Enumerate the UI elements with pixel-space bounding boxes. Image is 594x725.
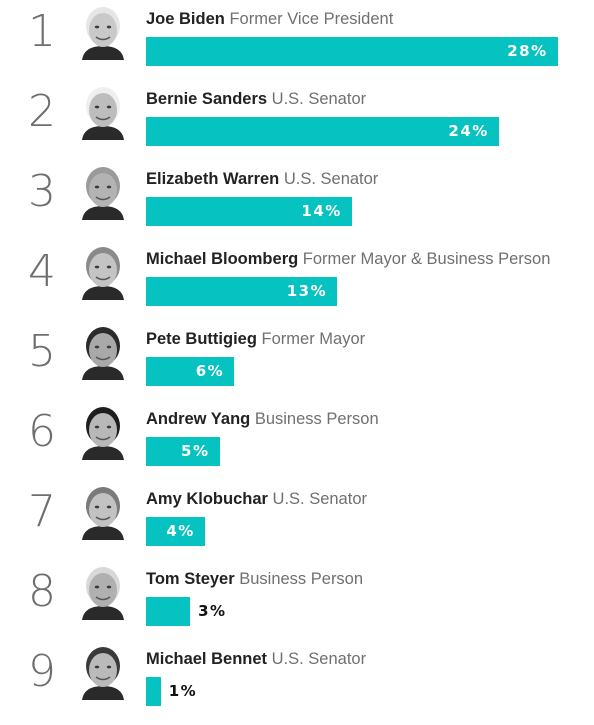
candidate-label: Amy Klobuchar U.S. Senator	[146, 490, 367, 509]
bar	[146, 277, 338, 306]
amy-klobuchar-photo	[80, 486, 126, 540]
bar	[146, 437, 220, 466]
candidate-label: Michael Bennet U.S. Senator	[146, 650, 366, 669]
candidate-title: Business Person	[234, 570, 364, 588]
rank-number: 1	[28, 6, 56, 57]
candidate-label: Pete Buttigieg Former Mayor	[146, 330, 365, 349]
candidate-title: Former Mayor	[256, 330, 366, 348]
rank-number: 5	[28, 326, 56, 377]
candidate-row: 7 Amy Klobuchar U.S. Senator 4%	[0, 480, 594, 560]
data-label: 14%	[301, 202, 342, 220]
bar	[146, 117, 499, 146]
bar	[146, 517, 205, 546]
candidate-name: Michael Bennet	[146, 650, 268, 668]
candidate-name: Tom Steyer	[146, 570, 235, 588]
candidate-title: U.S. Senator	[279, 170, 379, 188]
candidate-title: U.S. Senator	[267, 650, 367, 668]
andrew-yang-photo	[80, 406, 126, 460]
rank-number: 6	[28, 406, 56, 457]
michael-bloomberg-photo	[80, 246, 126, 300]
rank-number: 2	[28, 86, 56, 137]
candidate-title: U.S. Senator	[267, 90, 367, 108]
joe-biden-photo	[80, 6, 126, 60]
michael-bennet-photo	[80, 646, 126, 700]
data-label: 1%	[168, 682, 198, 700]
rank-number: 7	[28, 486, 56, 537]
candidate-title: U.S. Senator	[267, 490, 367, 508]
candidate-label: Michael Bloomberg Former Mayor & Busines…	[146, 250, 550, 269]
bar	[146, 597, 191, 626]
bar	[146, 677, 161, 706]
bar	[146, 357, 235, 386]
data-label: 13%	[286, 282, 328, 300]
elizabeth-warren-photo	[80, 166, 126, 220]
rank-number: 3	[28, 166, 56, 217]
bar	[146, 197, 352, 226]
data-label: 6%	[195, 362, 225, 380]
candidate-title: Business Person	[250, 410, 379, 428]
candidate-name: Bernie Sanders	[146, 90, 268, 108]
candidate-name: Amy Klobuchar	[146, 490, 268, 508]
candidate-row: 4 Michael Bloomberg Former Mayor & Busine…	[0, 240, 594, 320]
data-label: 28%	[507, 42, 548, 60]
candidate-title: Former Vice President	[224, 10, 394, 28]
pete-buttigieg-photo	[80, 326, 126, 380]
candidate-label: Andrew Yang Business Person	[146, 410, 379, 429]
tom-steyer-photo	[80, 566, 126, 620]
candidate-label: Bernie Sanders U.S. Senator	[146, 90, 366, 109]
candidate-name: Pete Buttigieg	[146, 330, 257, 348]
candidate-row: 6 Andrew Yang Business Person 5%	[0, 400, 594, 480]
candidate-row: 2 Bernie Sanders U.S. Senator 24%	[0, 80, 594, 160]
rank-number: 8	[28, 566, 56, 617]
candidate-label: Elizabeth Warren U.S. Senator	[146, 170, 378, 189]
candidate-label: Joe Biden Former Vice President	[146, 10, 393, 29]
candidate-row: 9 Michael Bennet U.S. Senator 1%	[0, 640, 594, 720]
candidate-row: 8 Tom Steyer Business Person 3%	[0, 560, 594, 640]
data-label: 5%	[181, 442, 210, 460]
candidate-row: 1 Joe Biden Former Vice President 28%	[0, 0, 594, 80]
candidate-name: Andrew Yang	[146, 410, 251, 428]
bar	[146, 37, 558, 66]
candidate-title: Former Mayor & Business Person	[298, 250, 551, 268]
rank-number: 4	[28, 246, 56, 297]
data-label: 24%	[448, 122, 489, 140]
candidate-name: Elizabeth Warren	[146, 170, 280, 188]
data-label: 3%	[198, 602, 227, 620]
rank-number: 9	[28, 646, 56, 697]
candidate-row: 3 Elizabeth Warren U.S. Senator 14%	[0, 160, 594, 240]
candidate-name: Joe Biden	[146, 10, 225, 28]
data-label: 4%	[166, 522, 195, 540]
candidate-label: Tom Steyer Business Person	[146, 570, 363, 589]
bernie-sanders-photo	[80, 86, 126, 140]
candidate-row: 5 Pete Buttigieg Former Mayor 6%	[0, 320, 594, 400]
candidate-name: Michael Bloomberg	[146, 250, 299, 268]
